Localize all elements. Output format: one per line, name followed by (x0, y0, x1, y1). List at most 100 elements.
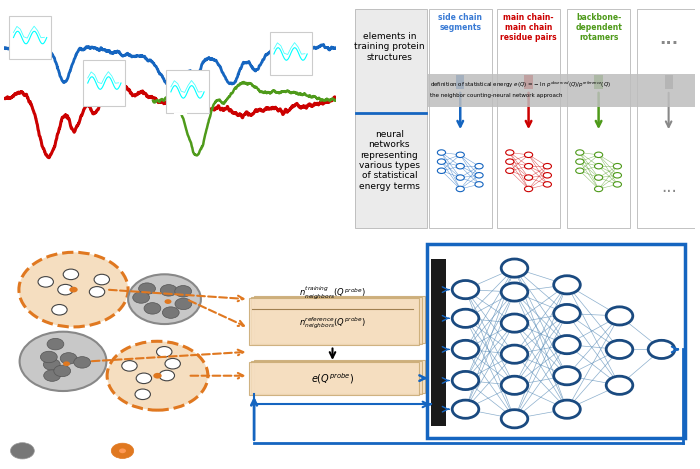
Circle shape (107, 341, 208, 410)
FancyBboxPatch shape (254, 360, 425, 393)
Circle shape (157, 347, 172, 357)
Circle shape (594, 186, 603, 192)
Circle shape (94, 274, 109, 285)
Circle shape (543, 182, 552, 187)
Circle shape (554, 367, 580, 385)
Circle shape (164, 299, 172, 304)
Circle shape (165, 358, 181, 369)
FancyBboxPatch shape (567, 9, 630, 227)
Bar (270, 32, 312, 76)
FancyBboxPatch shape (497, 9, 560, 227)
FancyBboxPatch shape (251, 361, 422, 394)
Circle shape (119, 448, 126, 453)
Circle shape (438, 159, 446, 164)
Text: side chain
segments: side chain segments (438, 13, 482, 32)
Circle shape (452, 371, 479, 390)
Circle shape (501, 259, 528, 277)
Circle shape (501, 345, 528, 363)
Circle shape (139, 283, 155, 295)
Circle shape (524, 152, 533, 158)
Circle shape (554, 276, 580, 294)
Circle shape (74, 356, 90, 368)
Circle shape (10, 443, 34, 459)
Circle shape (575, 150, 584, 155)
Circle shape (524, 186, 533, 192)
Bar (594, 75, 603, 89)
Text: definition of statistical energy $e(Q)=-\ln\,p^{observed}(Q)/p^{reference}(Q)$: definition of statistical energy $e(Q)=-… (430, 79, 611, 90)
Circle shape (60, 353, 77, 364)
Circle shape (543, 173, 552, 178)
FancyBboxPatch shape (248, 363, 419, 395)
Bar (664, 75, 673, 89)
Circle shape (648, 340, 675, 358)
Circle shape (456, 175, 464, 180)
Circle shape (524, 175, 533, 180)
Circle shape (475, 182, 483, 187)
Bar (83, 61, 125, 106)
Bar (9, 16, 51, 59)
Circle shape (505, 150, 514, 155)
Circle shape (19, 252, 128, 327)
Circle shape (438, 150, 446, 155)
Circle shape (501, 283, 528, 301)
Circle shape (47, 338, 64, 350)
Circle shape (452, 280, 479, 299)
Text: ...: ... (659, 30, 678, 48)
FancyBboxPatch shape (355, 9, 427, 227)
Text: $n_{neighbors}^{training}(Q^{probe})$: $n_{neighbors}^{training}(Q^{probe})$ (299, 285, 366, 302)
Circle shape (43, 370, 60, 381)
Circle shape (135, 389, 150, 400)
Circle shape (41, 351, 57, 363)
Circle shape (175, 286, 192, 297)
Circle shape (63, 269, 78, 280)
Text: the neighbor counting-neural network approach: the neighbor counting-neural network app… (430, 93, 563, 98)
Text: $n_{neighbors}^{reference}(Q^{probe})$: $n_{neighbors}^{reference}(Q^{probe})$ (299, 315, 366, 331)
Circle shape (456, 152, 464, 158)
Circle shape (505, 159, 514, 164)
FancyBboxPatch shape (427, 74, 700, 107)
Circle shape (575, 168, 584, 174)
FancyBboxPatch shape (428, 9, 492, 227)
Circle shape (505, 168, 514, 174)
Circle shape (606, 340, 633, 358)
FancyBboxPatch shape (251, 297, 422, 344)
Circle shape (501, 376, 528, 394)
Text: main chain-
main chain
residue pairs: main chain- main chain residue pairs (500, 13, 557, 43)
Circle shape (63, 361, 70, 366)
Circle shape (554, 335, 580, 354)
Circle shape (501, 314, 528, 332)
Circle shape (594, 164, 603, 169)
Circle shape (456, 186, 464, 192)
FancyBboxPatch shape (637, 9, 700, 227)
Circle shape (175, 298, 192, 310)
Circle shape (594, 175, 603, 180)
Circle shape (452, 309, 479, 327)
Circle shape (606, 376, 633, 394)
Bar (524, 75, 533, 89)
Bar (430, 258, 446, 426)
Circle shape (452, 340, 479, 358)
Circle shape (613, 182, 622, 187)
Circle shape (575, 159, 584, 164)
Circle shape (160, 285, 177, 296)
Circle shape (475, 173, 483, 178)
FancyBboxPatch shape (254, 296, 425, 343)
Circle shape (69, 287, 78, 293)
Bar (456, 75, 464, 89)
Circle shape (475, 164, 483, 169)
Circle shape (153, 373, 162, 378)
Circle shape (501, 410, 528, 428)
Circle shape (52, 304, 67, 315)
Circle shape (456, 164, 464, 169)
Circle shape (159, 370, 174, 381)
Text: neural
networks
representing
various types
of statistical
energy terms: neural networks representing various typ… (359, 130, 420, 191)
Circle shape (43, 359, 60, 370)
Circle shape (133, 292, 150, 303)
Circle shape (111, 443, 134, 459)
Circle shape (128, 274, 201, 324)
Text: backbone-
dependent
rotamers: backbone- dependent rotamers (575, 13, 622, 43)
Circle shape (613, 164, 622, 169)
Circle shape (162, 307, 179, 318)
Circle shape (90, 287, 105, 297)
Circle shape (438, 168, 446, 174)
